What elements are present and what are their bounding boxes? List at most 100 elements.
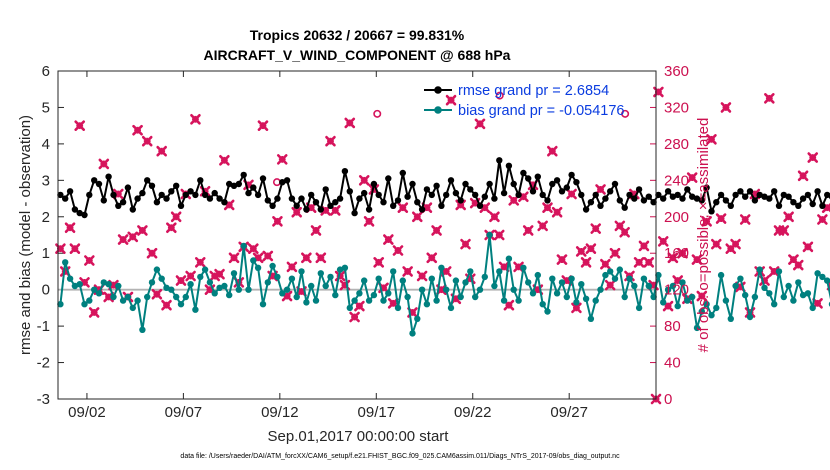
obs-assimilated-marker [84,255,95,266]
bias-point [674,302,681,310]
bias-point [370,291,378,299]
rmse-point [809,200,816,208]
y2-tick-label: 80 [664,318,681,335]
y2-tick-label: 0 [664,391,672,408]
rmse-point [303,206,310,213]
obs-assimilated-marker [103,291,114,303]
rmse-point [626,191,633,199]
obs-assimilated-marker [489,211,500,223]
rmse-point [61,195,69,202]
bias-point [640,275,648,282]
rmse-point [790,199,797,206]
bias-point [168,286,175,293]
bias-point [476,286,484,293]
rmse-point [582,206,590,213]
rmse-point [259,175,267,182]
obs-assimilated-marker [797,170,809,182]
rmse-series [57,157,830,219]
bias-point [698,308,705,315]
rmse-point [394,197,402,204]
obs-assimilated-marker [194,257,206,268]
rmse-point [336,195,344,202]
bias-point [452,277,460,284]
rmse-point [124,184,132,191]
bias-point [226,291,233,299]
bias-point [201,266,209,273]
rmse-point [414,199,421,206]
rmse-point [742,193,749,200]
obs-assimilated-marker [638,240,650,252]
bias-point [245,286,252,293]
rmse-point [148,182,156,189]
rmse-point [674,191,681,199]
obs-assimilated-marker [677,247,688,259]
bias-point [669,282,677,290]
y2-tick-label: 40 [664,355,681,372]
rmse-point [216,195,223,202]
bias-point [621,293,628,301]
obs-assimilated-marker [276,154,288,165]
rmse-point [616,197,623,204]
rmse-point [279,179,286,186]
obs-assimilated-marker [542,202,553,213]
obs-possible-marker [495,91,504,100]
bias-point [177,301,185,308]
rmse-point [71,206,79,213]
rmse-point [698,197,705,204]
rmse-point [578,191,585,199]
rmse-point [91,177,98,184]
obs-assimilated-marker [556,254,568,265]
rmse-point [443,191,450,199]
bias-point [211,290,218,297]
bias-point [95,290,103,297]
rmse-point [163,195,170,202]
bias-point [105,281,112,288]
obs-assimilated-marker [402,266,413,277]
rmse-point [780,191,787,199]
rmse-point [346,188,353,195]
bias-point [293,293,300,301]
bias-point [553,290,561,297]
rmse-point [597,202,604,209]
bias-point [693,324,701,332]
bias-point [428,275,435,282]
obs-assimilated-marker [460,238,471,250]
bias-point [221,282,228,290]
rmse-point [187,188,194,195]
y-axis-label: rmse and bias (model - observation) [17,115,34,355]
bias-point [230,270,238,277]
bias-point [163,284,170,291]
x-axis-label: Sep.01,2017 00:00:00 start [268,428,450,445]
legend-rmse-label: rmse grand pr = 2.6854 [458,83,609,99]
rmse-point [370,180,378,188]
bias-point [279,290,286,297]
obs-assimilated-marker [696,290,708,302]
rmse-point [221,199,228,206]
bias-point [558,279,566,286]
rmse-point [804,191,812,199]
bias-point [607,268,614,275]
bias-point [153,266,161,273]
rmse-point [799,195,807,202]
rmse-point [520,169,527,177]
bias-point [409,330,416,337]
bias-point [110,293,117,301]
rmse-point [785,193,792,200]
rmse-point [481,193,488,200]
bias-point [187,281,194,288]
bias-point [534,271,541,279]
obs-assimilated-marker [792,259,804,271]
bias-point [520,264,527,271]
rmse-point [708,208,715,215]
rmse-point [399,169,406,177]
footnote: data file: /Users/raeder/DAI/ATM_forcXX/… [180,453,620,460]
rmse-point [491,195,498,202]
rmse-point [95,180,103,188]
rmse-point [766,195,773,202]
bias-point [250,257,257,264]
obs-assimilated-marker [344,117,356,129]
rmse-point [655,191,662,199]
y2-tick-label: 200 [664,209,689,226]
bias-point [689,293,696,301]
